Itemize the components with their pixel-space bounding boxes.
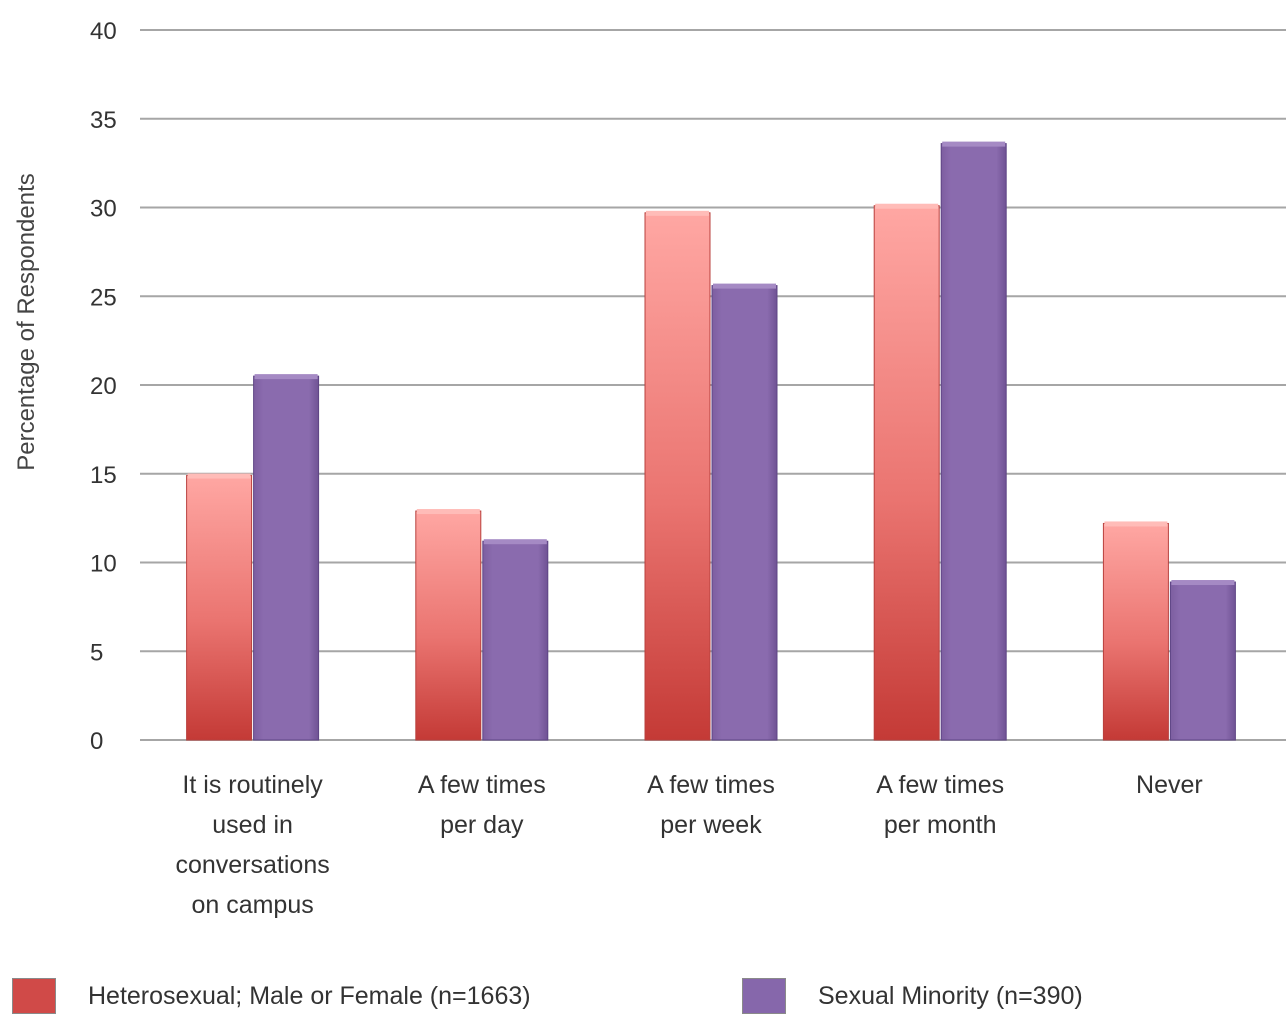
- x-category-label: A few times: [876, 771, 1004, 799]
- bar-top-bevel: [713, 283, 776, 289]
- x-category-label: per day: [440, 811, 524, 839]
- bar-body: [415, 510, 482, 741]
- x-category-label: A few times: [418, 771, 546, 799]
- x-category-label: conversations: [175, 851, 329, 879]
- y-tick-label: 5: [90, 639, 103, 666]
- x-category-label: per month: [884, 811, 997, 839]
- legend-label-sexual-minority: Sexual Minority (n=390): [818, 981, 1083, 1010]
- bar: [1169, 580, 1236, 741]
- x-category-label: per week: [660, 811, 762, 839]
- y-tick-label: 20: [90, 373, 117, 400]
- x-category-label: Never: [1136, 771, 1203, 799]
- bar-top-bevel: [483, 539, 547, 545]
- y-tick-label: 40: [90, 18, 117, 45]
- bar-body: [940, 143, 1007, 741]
- bar: [940, 141, 1007, 741]
- bar-body: [711, 285, 778, 741]
- y-tick-label: 0: [90, 728, 103, 755]
- bar-chart: 0 5 10 15 20 25 30 35 40 It is routinely used in c…: [13, 18, 1286, 919]
- bar: [253, 374, 320, 741]
- bar-body: [1169, 581, 1236, 741]
- bar-top-bevel: [254, 374, 318, 380]
- x-category-label: on campus: [191, 891, 313, 919]
- bars: [186, 141, 1236, 741]
- bar-top-bevel: [1171, 580, 1235, 586]
- bar-body: [186, 475, 253, 741]
- legend-label-heterosexual: Heterosexual; Male or Female (n=1663): [88, 981, 531, 1010]
- x-category-label: A few times: [647, 771, 775, 799]
- bar: [415, 509, 482, 741]
- bar-body: [482, 540, 549, 741]
- x-category-label: It is routinely: [182, 771, 323, 799]
- bar-body: [644, 212, 711, 741]
- y-axis-ticks: 0 5 10 15 20 25 30 35 40: [90, 18, 117, 755]
- bar-top-bevel: [1104, 521, 1168, 527]
- bar: [873, 203, 940, 741]
- bar-body: [873, 205, 940, 741]
- legend-swatch-heterosexual: [12, 978, 56, 1014]
- bar: [186, 473, 253, 741]
- x-axis-categories: It is routinely used in conversations on ca…: [175, 771, 1202, 919]
- y-tick-label: 10: [90, 551, 117, 578]
- bar-top-bevel: [187, 473, 251, 479]
- y-axis-label: Percentage of Respondents: [13, 173, 40, 471]
- y-tick-label: 30: [90, 196, 117, 223]
- legend-swatch-sexual-minority: [742, 978, 786, 1014]
- bar: [644, 210, 711, 741]
- bar-body: [1102, 522, 1169, 741]
- bar-top-bevel: [416, 509, 480, 515]
- y-tick-label: 15: [90, 462, 117, 489]
- bar: [711, 283, 778, 741]
- legend: Heterosexual; Male or Female (n=1663) Se…: [0, 978, 1286, 1015]
- legend-item-heterosexual: Heterosexual; Male or Female (n=1663): [12, 978, 531, 1014]
- bar-top-bevel: [646, 210, 709, 216]
- bar-top-bevel: [875, 203, 939, 209]
- legend-item-sexual-minority: Sexual Minority (n=390): [742, 978, 1083, 1014]
- bar: [482, 539, 549, 741]
- bar: [1102, 521, 1169, 741]
- bar-top-bevel: [942, 141, 1006, 147]
- bar-body: [253, 375, 320, 741]
- y-tick-label: 25: [90, 284, 117, 311]
- y-tick-label: 35: [90, 107, 117, 134]
- x-category-label: used in: [212, 811, 293, 839]
